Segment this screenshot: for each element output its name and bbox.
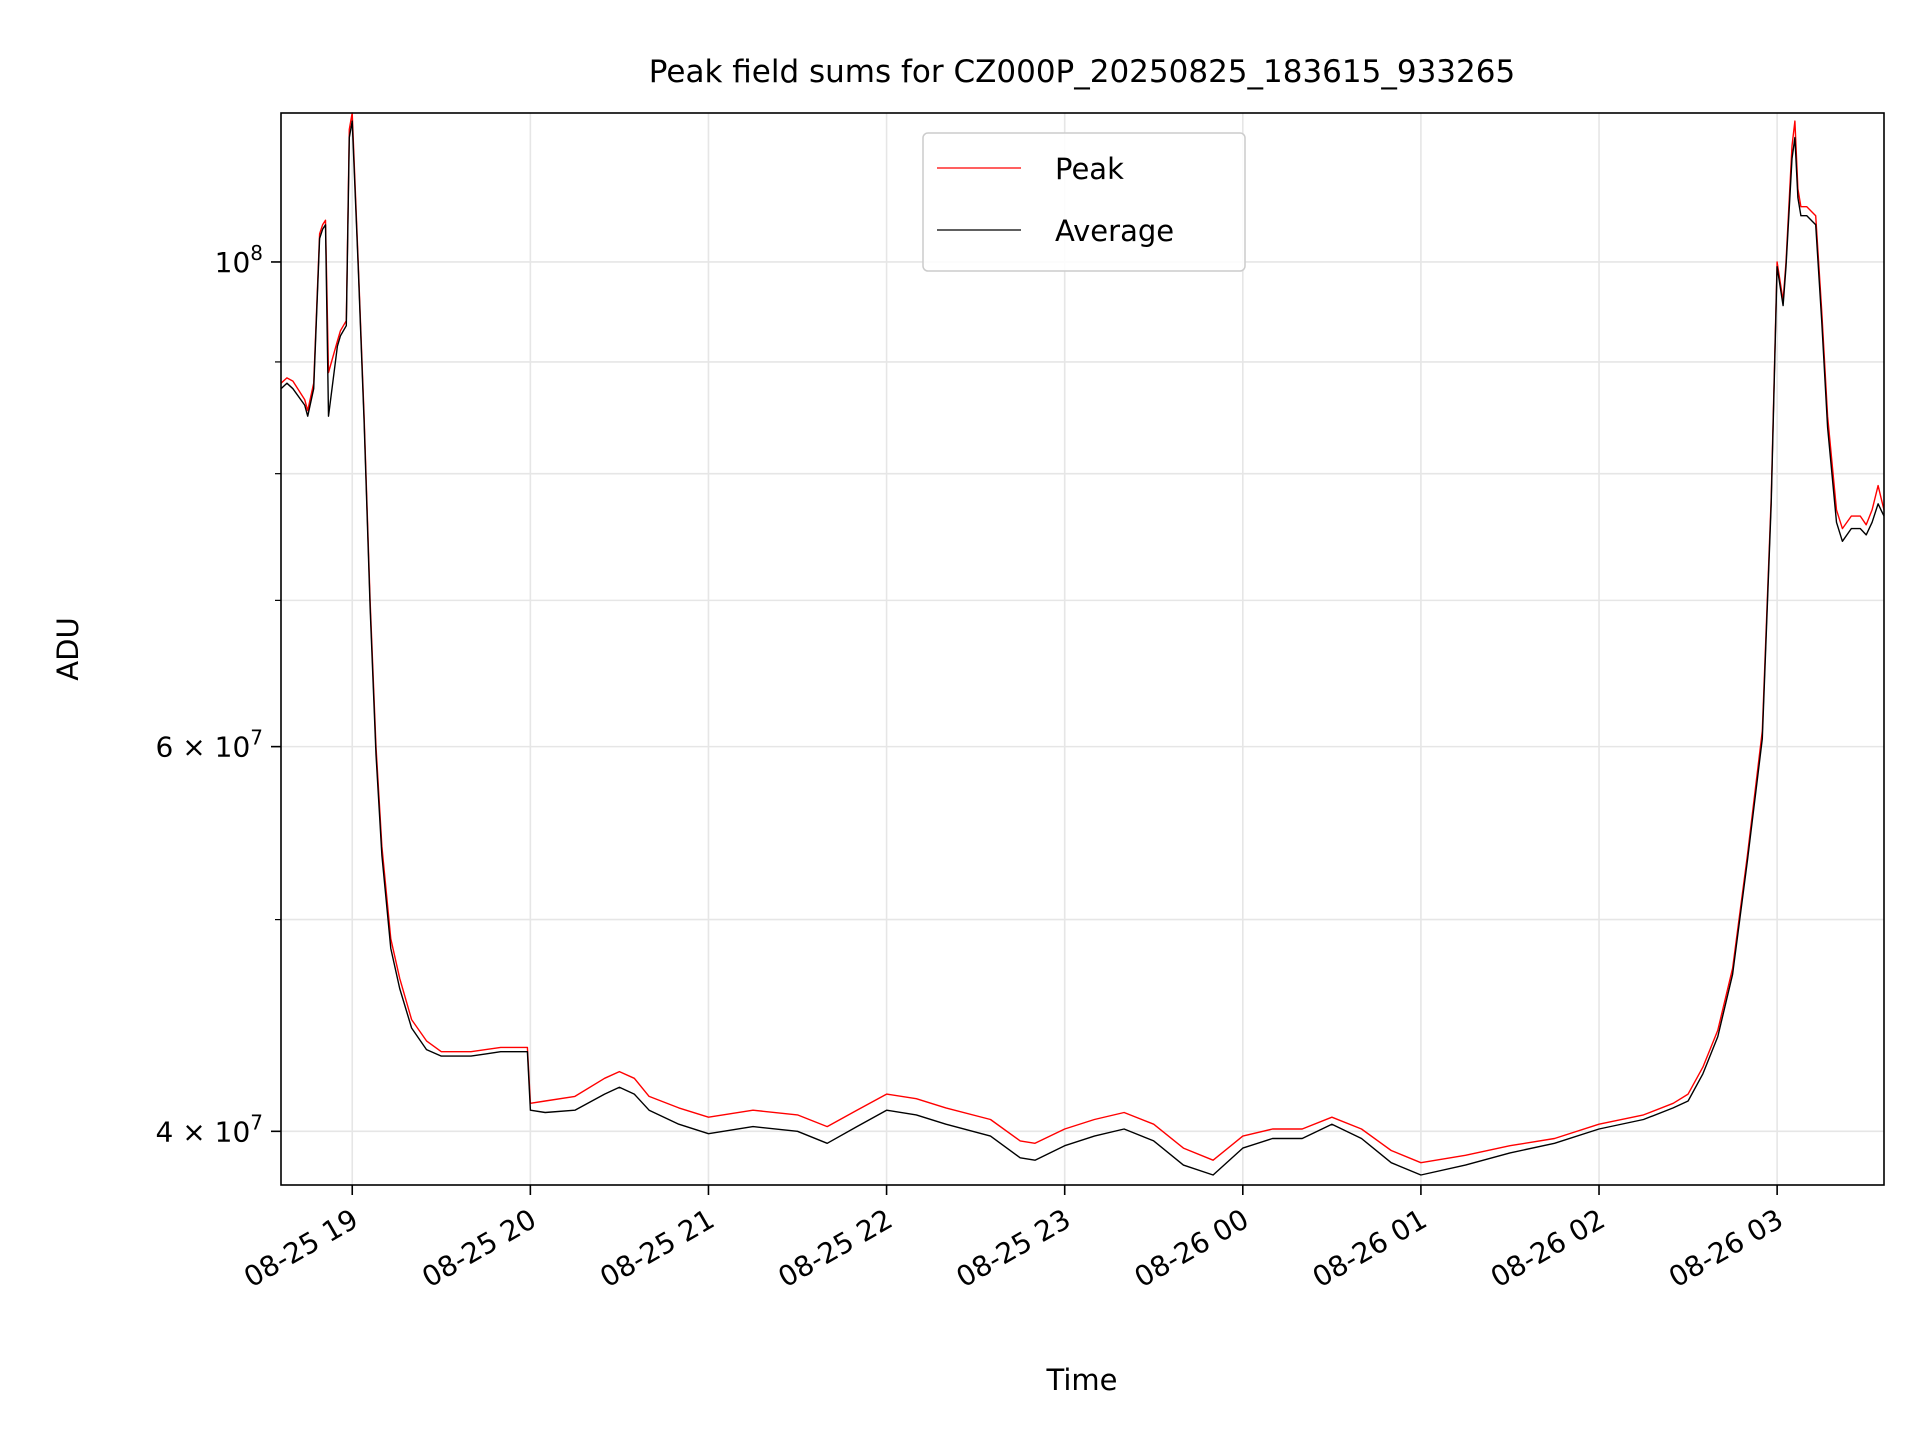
legend-label-peak: Peak: [1055, 152, 1124, 186]
x-axis-label: Time: [1046, 1363, 1118, 1397]
legend-label-average: Average: [1055, 214, 1174, 248]
data-lines: [280, 112, 1885, 1176]
y-tick-label: 4 × 107: [156, 1110, 263, 1148]
y-axis-label: ADU: [51, 617, 85, 680]
plot-frame: [280, 112, 1885, 1186]
chart-title: Peak field sums for CZ000P_20250825_1836…: [649, 54, 1515, 90]
legend: Peak Average: [922, 132, 1246, 272]
y-tick-label: 108: [215, 241, 263, 279]
series-line-average: [280, 120, 1885, 1176]
y-tick-label: 6 × 107: [156, 726, 263, 764]
y-axis-ticks: 4 × 107 6 × 107 108: [156, 241, 281, 1148]
